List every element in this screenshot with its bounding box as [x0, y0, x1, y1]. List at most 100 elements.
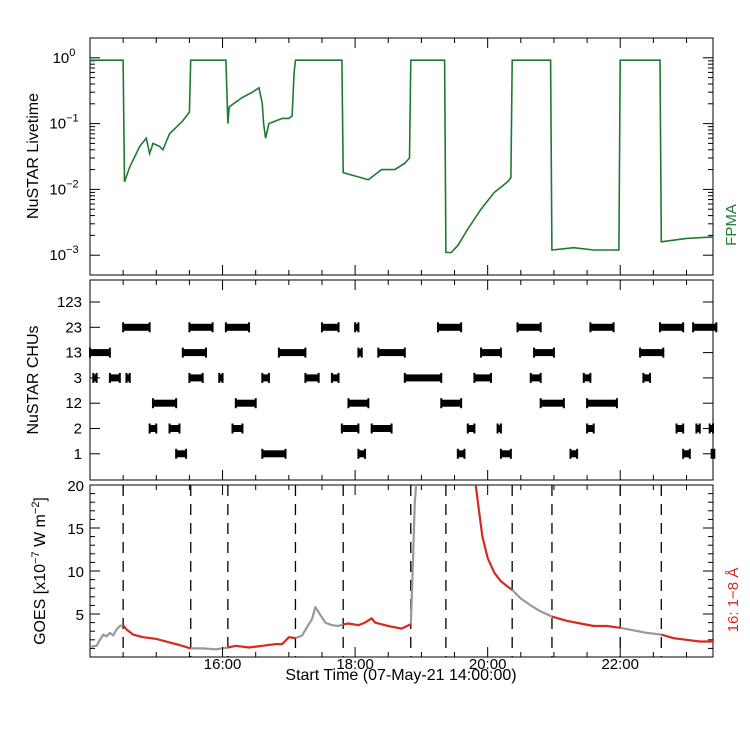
goes-red-line	[122, 624, 192, 650]
chu-segment	[404, 374, 442, 382]
chu-segment	[481, 349, 501, 357]
chu-segment	[530, 374, 541, 382]
chu-segment	[109, 374, 120, 382]
fpma-legend: FPMA	[723, 204, 740, 246]
goes-panel-frame	[89, 484, 714, 658]
chu-segment	[331, 374, 339, 382]
xtick-label: 18:00	[336, 656, 374, 673]
chu-segment	[497, 425, 501, 432]
livetime-series	[90, 59, 714, 254]
chu-segment	[711, 450, 715, 458]
chu-segment	[305, 374, 319, 382]
goes-red-line	[660, 633, 713, 643]
chu-segment	[348, 399, 369, 407]
xtick-label: 16:00	[204, 656, 242, 673]
chu-segment	[457, 450, 465, 458]
chu-segment	[93, 374, 97, 382]
chu-segment	[182, 349, 206, 357]
goes-red-line	[551, 615, 621, 629]
goes-ytick-label: 20	[67, 478, 84, 495]
goes-yaxis-label: GOES [x10−7 W m−2]	[30, 497, 49, 645]
goes-xaxis-label: Start Time (07-May-21 14:00:00)	[285, 667, 516, 684]
livetime-panel-frame	[89, 37, 714, 276]
chu-segment	[500, 450, 511, 458]
chu-segment	[358, 450, 366, 458]
chu-segment	[321, 323, 339, 331]
chu-segment	[262, 374, 269, 382]
chu-segment	[437, 323, 462, 331]
goes-gray-line	[295, 606, 344, 640]
chu-segment	[378, 349, 405, 357]
goes-legend: 16: 1−8 Å	[725, 568, 742, 633]
chu-ytick-label: 13	[65, 345, 82, 362]
fpma-livetime-line	[90, 59, 714, 254]
chu-segment	[149, 425, 157, 432]
chu-segment	[583, 374, 591, 382]
goes-gray-line	[511, 589, 553, 618]
chu-segment	[659, 323, 684, 331]
chu-segment	[540, 399, 564, 407]
goes-gray-line	[409, 484, 418, 625]
livetime-ytick-label: 10−1	[49, 113, 78, 133]
chu-segment	[474, 374, 491, 382]
goes-ylabel-text: GOES [x10−7 W m−2]	[30, 497, 49, 645]
chu-segment	[587, 399, 617, 407]
goes-red-line	[474, 484, 513, 591]
chu-segment	[189, 374, 203, 382]
chu-segment	[219, 374, 223, 382]
time-xticks: 16:00 18:00 20:00 22:00	[122, 38, 687, 673]
chu-segment	[262, 450, 286, 458]
goes-series	[89, 484, 713, 651]
chu-ytick-label: 123	[57, 294, 82, 311]
chu-segment	[123, 323, 150, 331]
goes-legend-text: 16: 1−8 Å	[725, 568, 742, 633]
chu-segment	[441, 399, 462, 407]
chu-segment	[371, 425, 392, 432]
goes-ytick-label: 15	[67, 521, 84, 538]
chu-ytick-label: 1	[74, 446, 82, 463]
chu-segment	[90, 349, 110, 357]
chu-yaxis-label: NuSTAR CHUs	[25, 325, 42, 434]
goes-red-line	[227, 636, 296, 649]
chu-segment	[696, 425, 700, 432]
goes-yticks: 5 10 15 20	[67, 478, 713, 649]
chu-segment	[676, 425, 684, 432]
chu-segment	[570, 450, 578, 458]
xtick-label: 20:00	[469, 656, 507, 673]
chu-segment	[517, 323, 541, 331]
goes-ylabel-exp2: −2	[30, 502, 42, 515]
goes-ytick-label: 5	[76, 607, 84, 624]
chu-segment	[355, 323, 359, 331]
goes-ylabel-exp1: −7	[30, 551, 42, 564]
chu-segment	[693, 323, 717, 331]
chu-ytick-label: 12	[65, 395, 82, 412]
chu-segment	[126, 374, 130, 382]
chu-marks	[89, 322, 718, 459]
chu-ytick-label: 23	[65, 319, 82, 336]
chu-segment	[358, 349, 362, 357]
goes-ylabel-mid: W m	[32, 514, 49, 551]
chu-ytick-label: 2	[74, 421, 82, 438]
livetime-ylabel-text: NuSTAR Livetime	[25, 93, 42, 219]
chu-segment	[176, 450, 187, 458]
goes-gray-line	[619, 626, 662, 636]
chu-segment	[152, 399, 177, 407]
chu-segment	[232, 425, 243, 432]
goes-ylabel-post: ]	[32, 497, 49, 501]
goes-gray-line	[89, 624, 124, 648]
chu-segment	[587, 425, 594, 432]
chu-segment	[278, 349, 306, 357]
goes-dashed-lines	[122, 485, 662, 657]
goes-red-line	[343, 617, 412, 630]
livetime-yaxis-label: NuSTAR Livetime	[25, 93, 42, 219]
chu-segment	[189, 323, 213, 331]
chu-segment	[467, 425, 475, 432]
fpma-legend-text: FPMA	[723, 204, 740, 246]
chu-segment	[235, 399, 256, 407]
chu-ylabel-text: NuSTAR CHUs	[25, 325, 42, 434]
chu-segment	[341, 425, 359, 432]
chu-panel-frame	[89, 279, 714, 481]
xtick-label: 22:00	[601, 656, 639, 673]
